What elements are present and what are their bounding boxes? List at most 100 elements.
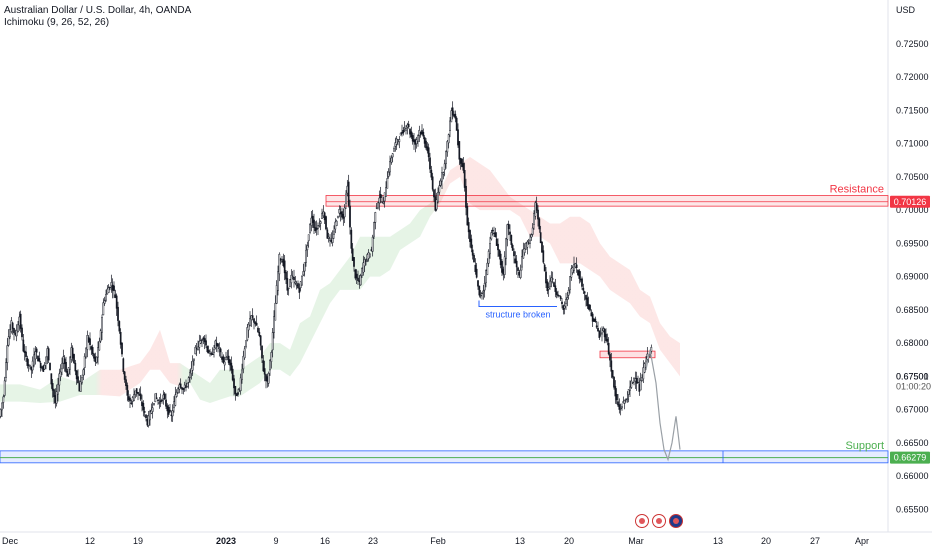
candle-body [122,358,125,372]
x-tick-label: 20 [761,536,771,546]
candle-body [81,377,83,384]
event-icons [635,514,683,528]
candle-body [417,135,419,142]
candle-body [138,394,141,396]
candle-body [117,306,119,321]
candle-body [619,407,622,410]
candle-body [629,386,631,391]
candle-body [162,394,165,399]
economic-event-icon[interactable] [652,514,666,528]
candle-body [151,407,154,412]
candle-body [166,405,169,412]
candle-body [469,230,471,242]
chart-title: Australian Dollar / U.S. Dollar, 4h, OAN… [4,5,192,16]
candle-body [73,354,75,363]
candle-body [77,376,79,383]
candle-body [307,234,310,242]
y-tick-label: 0.71500 [896,105,929,115]
indicator-legend[interactable]: Ichimoku (9, 26, 52, 26) [4,17,110,28]
candle-body [139,393,142,400]
candle-body [291,276,294,278]
candle-body [497,243,499,251]
candle-body [422,131,425,137]
candle-body [598,330,601,338]
candle-body [425,140,427,149]
candle-body [249,318,251,326]
candle-body [115,295,118,309]
candle-body [527,242,530,244]
candle-body [326,229,329,239]
economic-event-icon[interactable] [635,514,649,528]
candle-body [5,362,7,378]
candle-body [537,209,539,220]
candle-body [238,388,241,390]
candle-body [623,400,626,404]
candle-body [219,348,222,353]
candle-body [110,282,113,287]
candle-body [1,402,3,411]
candle-body [414,139,417,145]
candle-body [178,384,181,390]
candle-body [173,401,175,409]
candle-body [22,339,25,352]
support-label: Support [845,440,884,452]
candle-body [213,349,215,353]
dividend-event-icon[interactable] [669,514,683,528]
x-tick-label: 19 [133,536,143,546]
candle-body [650,347,653,352]
candle-body [514,258,517,264]
candle-body [385,187,387,197]
candle-body [227,355,230,363]
candle-body [566,297,569,300]
candle-body [589,304,591,311]
candle-body [569,276,571,290]
y-tick-label: 0.69500 [896,238,929,248]
candle-body [154,393,157,403]
candle-body [571,267,574,273]
candle-body [34,351,37,360]
candle-body [35,348,38,353]
candle-body [25,351,27,357]
candle-body [94,356,97,363]
candle-body [131,397,134,402]
candle-body [311,215,314,223]
candle-body [53,389,55,397]
candle-body [621,406,623,409]
candle-body [137,391,139,395]
candle-body [553,282,555,287]
candle-body [607,342,610,355]
candle-body [271,332,274,351]
candle-body [546,281,549,291]
candle-body [14,333,17,335]
candle-body [330,239,333,242]
candle-body [445,151,447,164]
candle-body [270,352,273,362]
candle-body [554,285,557,292]
candle-body [274,302,277,321]
candle-body [454,113,457,119]
candle-body [418,129,421,136]
candle-body [121,342,123,355]
candle-body [129,397,131,402]
candle-body [442,172,445,175]
candle-body [195,348,198,350]
candle-body [437,191,439,203]
candle-body [273,316,275,333]
candle-body [617,401,619,406]
candle-body [429,157,431,170]
order-block-zone [599,350,656,359]
candle-body [405,128,407,131]
candle-body [362,262,365,273]
candle-body [105,294,107,301]
candle-body [283,260,286,274]
candle-body [43,365,46,370]
candle-body [590,312,593,317]
candle-body [543,264,546,272]
candle-body [475,268,478,278]
candle-body [431,176,434,190]
candle-body [419,132,422,135]
candle-body [287,287,290,290]
candle-body [379,193,382,198]
candle-body [163,393,166,399]
